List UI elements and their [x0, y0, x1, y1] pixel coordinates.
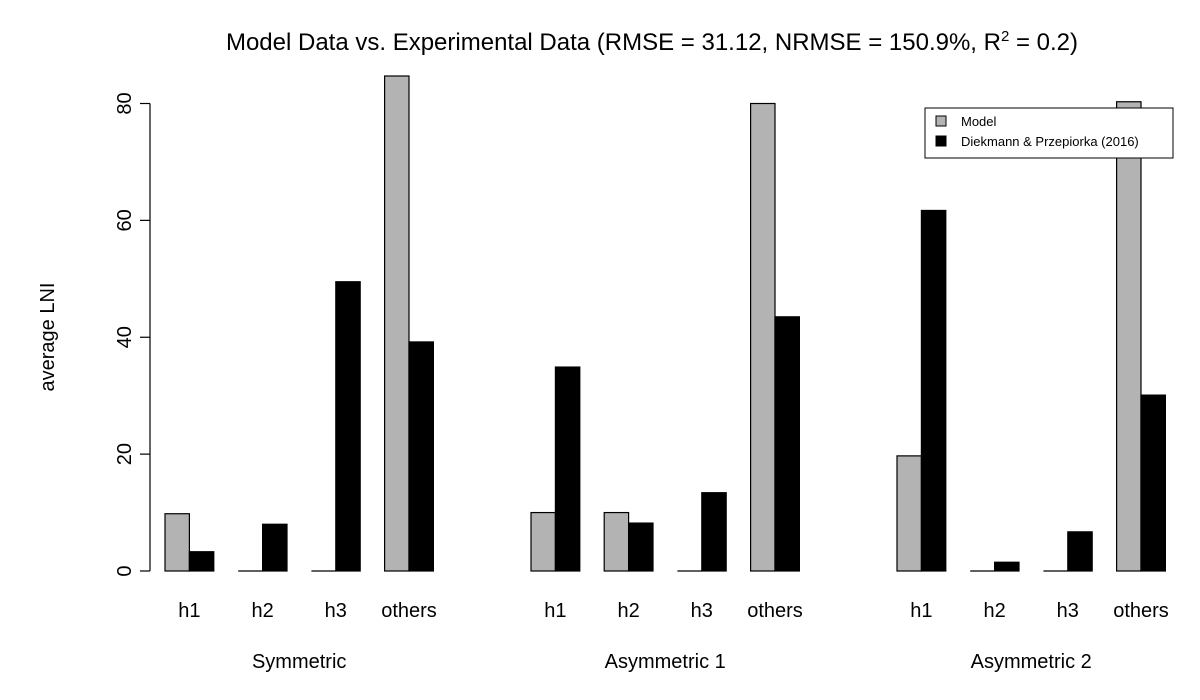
bar-experimental [554, 366, 581, 572]
bars [164, 75, 1166, 572]
bar-experimental [627, 522, 654, 572]
y-axis-label: average LNI [37, 283, 59, 392]
y-tick-label: 40 [114, 326, 136, 348]
bar-model [384, 75, 410, 572]
category-label: h3 [1057, 600, 1079, 622]
group-label: Asymmetric 2 [971, 651, 1092, 673]
bar-experimental [920, 209, 947, 572]
bar-model [1115, 101, 1142, 572]
category-label: h2 [983, 600, 1005, 622]
legend-label-model: Model [961, 114, 997, 129]
bar-experimental [1067, 531, 1093, 572]
category-label: others [381, 600, 437, 622]
bar-experimental [993, 561, 1020, 572]
bar-model [530, 511, 556, 572]
y-tick-label: 60 [114, 209, 136, 231]
category-label: others [747, 600, 803, 622]
group-labels: Symmetric Asymmetric 1 Asymmetric 2 [252, 651, 1092, 673]
bar-experimental [701, 492, 727, 572]
bar-experimental [262, 523, 288, 572]
legend: Model Diekmann & Przepiorka (2016) [924, 107, 1174, 159]
legend-label-experimental: Diekmann & Przepiorka (2016) [961, 134, 1139, 149]
bar-experimental [335, 281, 361, 572]
y-tick-label: 80 [114, 92, 136, 114]
bar-experimental [408, 341, 434, 572]
category-label: h1 [544, 600, 566, 622]
y-tick-label: 20 [114, 443, 136, 465]
legend-swatch-experimental [935, 135, 947, 147]
y-axis: 0 20 40 60 80 [114, 92, 151, 577]
category-label: h1 [178, 600, 200, 622]
bar-model [164, 513, 190, 572]
category-labels: h1 h2 h3 others h1 h2 h3 others h1 h2 h3 others [178, 600, 1169, 622]
category-label: h2 [251, 600, 273, 622]
category-label: h3 [325, 600, 347, 622]
y-tick-label: 0 [114, 565, 136, 576]
legend-swatch-model [935, 115, 947, 127]
group-label: Asymmetric 1 [605, 651, 726, 673]
bar-experimental [774, 316, 800, 572]
bar-model [896, 455, 922, 572]
bar-model [749, 102, 776, 572]
chart-title: Model Data vs. Experimental Data (RMSE =… [226, 28, 1078, 56]
title-superscript: 2 [1001, 28, 1009, 45]
category-label: h3 [691, 600, 713, 622]
bar-experimental [188, 551, 215, 572]
category-label: h2 [617, 600, 639, 622]
category-label: others [1113, 600, 1169, 622]
legend-box [924, 107, 1174, 159]
category-label: h1 [910, 600, 932, 622]
bar-experimental [1140, 394, 1166, 572]
bar-model [603, 511, 630, 572]
group-label: Symmetric [252, 651, 346, 673]
